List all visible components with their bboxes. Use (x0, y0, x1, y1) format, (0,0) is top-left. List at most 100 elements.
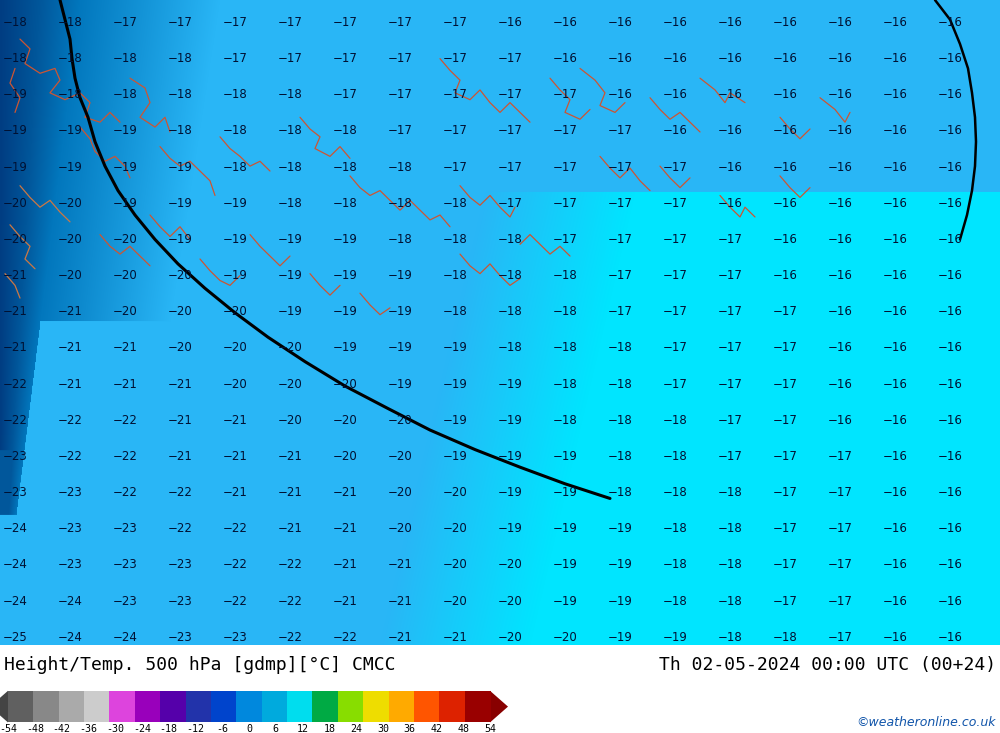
Text: −17: −17 (828, 486, 852, 499)
Text: −19: −19 (443, 342, 467, 355)
Text: −18: −18 (718, 594, 742, 608)
Text: −18: −18 (443, 269, 467, 282)
Text: −22: −22 (223, 522, 247, 535)
Text: −19: −19 (498, 377, 522, 391)
Text: −21: −21 (113, 342, 137, 355)
Text: −17: −17 (333, 16, 357, 29)
Text: −23: −23 (113, 594, 137, 608)
Polygon shape (0, 690, 8, 723)
Text: −20: −20 (168, 269, 192, 282)
Text: −16: −16 (718, 161, 742, 174)
Bar (84, 690, 110, 723)
Text: -36: -36 (79, 724, 97, 733)
Text: −24: −24 (58, 594, 82, 608)
Text: −22: −22 (113, 413, 137, 427)
Text: −20: −20 (498, 594, 522, 608)
Bar (59, 690, 85, 723)
Text: −17: −17 (333, 52, 357, 65)
Text: −18: −18 (498, 305, 522, 318)
Text: −18: −18 (278, 196, 302, 210)
Text: −21: −21 (388, 594, 412, 608)
Text: −22: −22 (168, 522, 192, 535)
Text: −17: −17 (828, 594, 852, 608)
Text: −19: −19 (388, 305, 412, 318)
Text: −17: −17 (498, 161, 522, 174)
Text: Th 02-05-2024 00:00 UTC (00+24): Th 02-05-2024 00:00 UTC (00+24) (659, 655, 996, 674)
Bar (338, 690, 364, 723)
Text: −17: −17 (443, 88, 467, 101)
Text: −20: −20 (223, 377, 247, 391)
Text: −16: −16 (938, 594, 962, 608)
Text: −20: −20 (113, 269, 137, 282)
Text: −20: −20 (223, 305, 247, 318)
Text: −17: −17 (553, 233, 577, 246)
Text: −21: −21 (333, 522, 357, 535)
Text: −16: −16 (883, 305, 907, 318)
Text: −17: −17 (498, 88, 522, 101)
Text: −22: −22 (278, 594, 302, 608)
Text: −17: −17 (553, 161, 577, 174)
Text: −19: −19 (223, 269, 247, 282)
Text: −19: −19 (443, 450, 467, 463)
Text: -18: -18 (160, 724, 178, 733)
Text: −16: −16 (773, 52, 797, 65)
Text: −18: −18 (608, 413, 632, 427)
Text: −19: −19 (223, 196, 247, 210)
Text: −16: −16 (828, 269, 852, 282)
Text: −16: −16 (883, 413, 907, 427)
Text: −17: −17 (608, 196, 632, 210)
Text: −18: −18 (223, 125, 247, 138)
Text: −17: −17 (663, 305, 687, 318)
Text: −18: −18 (3, 16, 27, 29)
Text: −18: −18 (113, 52, 137, 65)
Text: −21: −21 (278, 450, 302, 463)
Text: −17: −17 (608, 269, 632, 282)
Text: 18: 18 (323, 724, 335, 733)
Text: −18: −18 (278, 125, 302, 138)
Text: −16: −16 (498, 16, 522, 29)
Text: −16: −16 (828, 52, 852, 65)
Text: −16: −16 (828, 88, 852, 101)
Text: −17: −17 (773, 413, 797, 427)
Text: −16: −16 (828, 342, 852, 355)
Text: −17: −17 (333, 88, 357, 101)
Bar (33, 690, 59, 723)
Text: −17: −17 (223, 52, 247, 65)
Text: −17: −17 (718, 233, 742, 246)
Text: −16: −16 (883, 450, 907, 463)
Text: −20: −20 (113, 305, 137, 318)
Text: −17: −17 (223, 16, 247, 29)
Text: −16: −16 (938, 125, 962, 138)
Text: −16: −16 (663, 125, 687, 138)
Text: −17: −17 (773, 522, 797, 535)
Text: −19: −19 (553, 522, 577, 535)
Text: −23: −23 (58, 559, 82, 572)
Text: -6: -6 (216, 724, 228, 733)
Text: −16: −16 (828, 16, 852, 29)
Text: −20: −20 (3, 196, 27, 210)
Text: −16: −16 (883, 233, 907, 246)
Text: −23: −23 (3, 486, 27, 499)
Text: −19: −19 (553, 450, 577, 463)
Bar (389, 690, 414, 723)
Text: −16: −16 (663, 88, 687, 101)
Text: −24: −24 (58, 630, 82, 644)
Text: −20: −20 (278, 342, 302, 355)
Text: −17: −17 (608, 161, 632, 174)
Text: −21: −21 (388, 559, 412, 572)
Text: −16: −16 (828, 377, 852, 391)
Text: −17: −17 (773, 559, 797, 572)
Text: −18: −18 (168, 125, 192, 138)
Text: −17: −17 (388, 88, 412, 101)
Text: −16: −16 (883, 88, 907, 101)
Text: −17: −17 (553, 88, 577, 101)
Text: −19: −19 (388, 342, 412, 355)
Bar (363, 690, 389, 723)
Bar (160, 690, 186, 723)
Text: −17: −17 (828, 559, 852, 572)
Text: −18: −18 (443, 305, 467, 318)
Text: −21: −21 (278, 522, 302, 535)
Text: 24: 24 (350, 724, 362, 733)
Text: −17: −17 (608, 305, 632, 318)
Text: −20: −20 (388, 486, 412, 499)
